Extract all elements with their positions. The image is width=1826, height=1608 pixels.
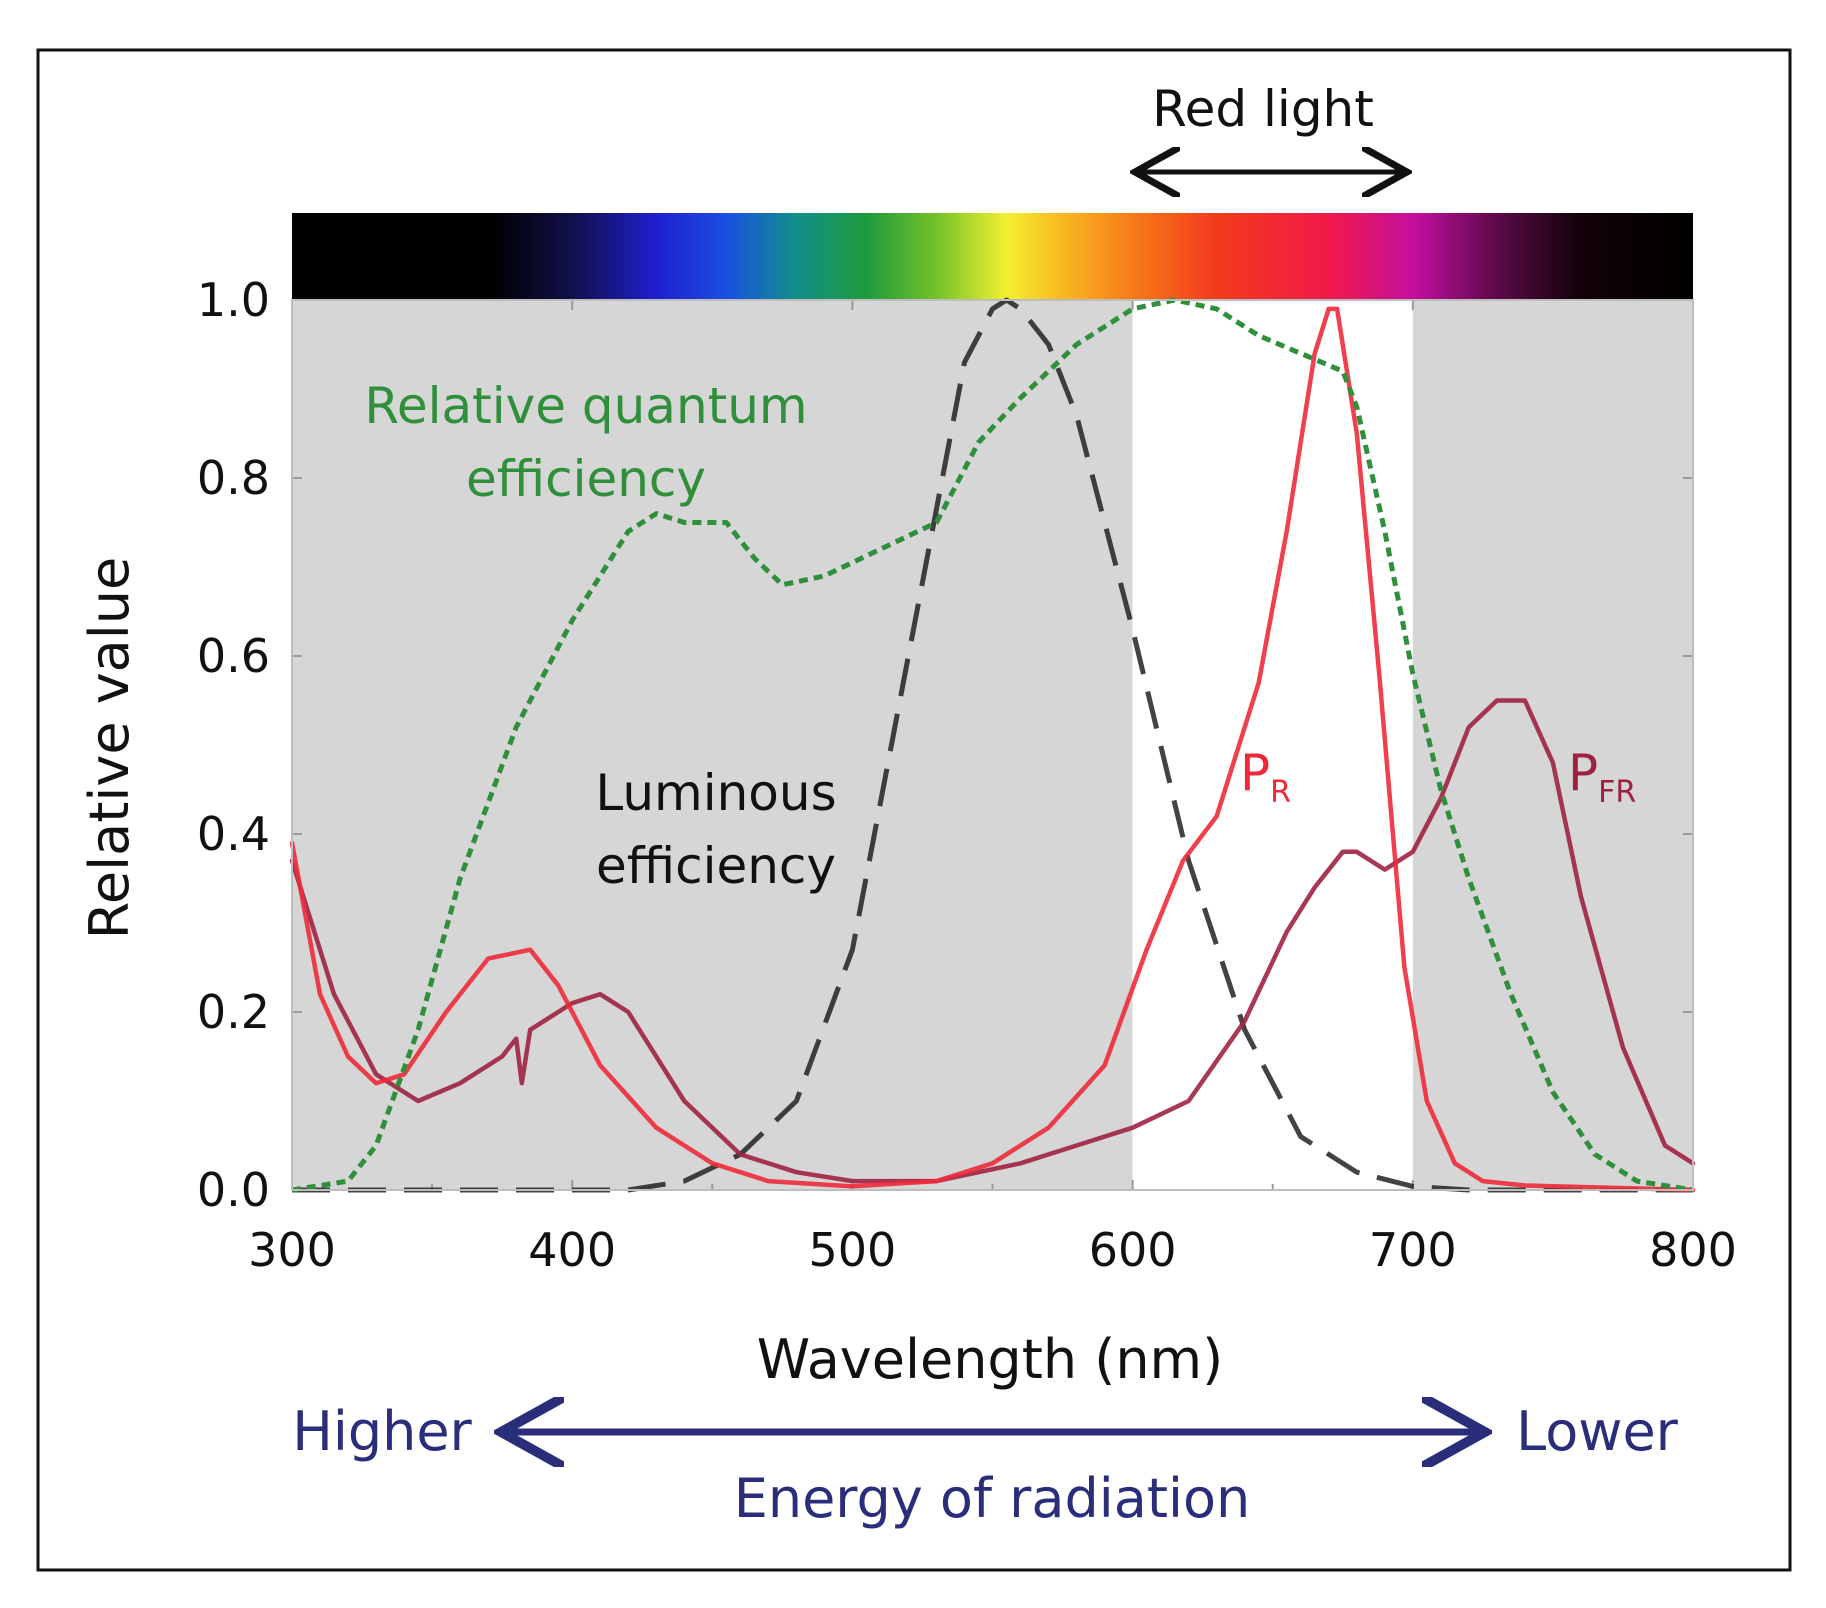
y-tick-label-1: 0.2 <box>197 985 270 1039</box>
series-relative-quantum-efficiency <box>291 297 1694 1193</box>
grey-band-right <box>1412 300 1693 1190</box>
grey-band-left <box>292 300 1133 1190</box>
y-axis-title: Relative value <box>78 557 141 939</box>
pr-label-main: P <box>1240 744 1270 802</box>
pfr-label-main: P <box>1568 744 1598 802</box>
y-tick-label-5: 1.0 <box>197 273 270 327</box>
figure-frame <box>36 48 1792 1572</box>
luminous-efficiency-label-line2: efficiency <box>596 837 836 895</box>
red-light-label: Red light <box>1152 80 1374 138</box>
y-tick-label-0: 0.0 <box>197 1163 270 1217</box>
x-tick-label-800: 800 <box>1649 1223 1737 1277</box>
x-tick-label-600: 600 <box>1089 1223 1177 1277</box>
series-layer <box>289 297 1696 1193</box>
plot-frame <box>291 299 1694 1191</box>
energy-lower-label: Lower <box>1516 1400 1679 1463</box>
x-tick-label-300: 300 <box>248 1223 336 1277</box>
red-light-band <box>1132 300 1413 1190</box>
series-pr <box>289 306 1696 1193</box>
energy-higher-label: Higher <box>292 1400 472 1463</box>
pr-label: PR <box>1240 744 1291 810</box>
spectrum-color-bar <box>292 213 1693 300</box>
series-luminous-efficiency <box>292 297 1693 1193</box>
quantum-efficiency-label-line2: efficiency <box>466 450 706 508</box>
pfr-label-sub: FR <box>1598 775 1636 810</box>
plot-background <box>292 300 1693 1190</box>
energy-of-radiation-label: Energy of radiation <box>734 1467 1251 1530</box>
pfr-label: PFR <box>1568 744 1636 810</box>
x-tick-label-500: 500 <box>808 1223 896 1277</box>
x-tick-label-700: 700 <box>1369 1223 1457 1277</box>
luminous-efficiency-label-line1: Luminous <box>595 764 836 822</box>
series-pfr <box>289 698 1696 1184</box>
y-tick-label-3: 0.6 <box>197 629 270 683</box>
tick-labels: 300 400 500 600 700 800 0.0 0.2 0.4 0.6 0.8 1.0 <box>197 273 1737 1277</box>
y-tick-label-2: 0.4 <box>197 807 270 861</box>
x-axis-title: Wavelength (nm) <box>757 1328 1223 1391</box>
pr-label-sub: R <box>1270 775 1291 810</box>
quantum-efficiency-label-line1: Relative quantum <box>364 377 807 435</box>
x-tick-label-400: 400 <box>528 1223 616 1277</box>
y-tick-label-4: 0.8 <box>197 451 270 505</box>
